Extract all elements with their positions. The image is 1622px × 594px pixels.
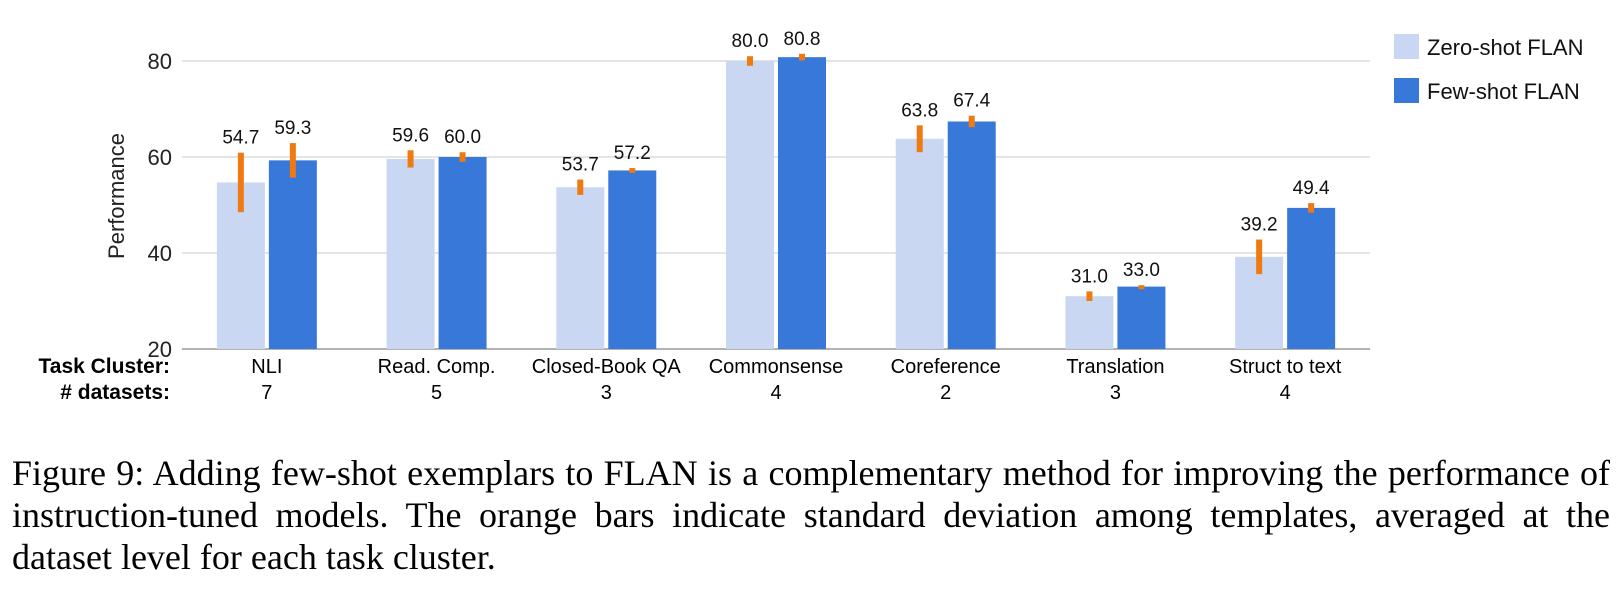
value-label: 54.7 [222,128,259,149]
error-bar [1256,239,1263,275]
few-shot-bar [1287,207,1336,349]
category-label: Read. Comp. [378,356,496,378]
few-shot-bar [608,170,657,349]
legend-label: Zero-shot FLAN [1427,35,1584,60]
zero-shot-bar [895,138,944,349]
error-bar [916,125,923,153]
value-label: 31.0 [1071,266,1108,287]
figure-caption: Figure 9: Adding few-shot exemplars to F… [12,453,1610,577]
zero-shot-bar [556,187,605,349]
category-label: Commonsense [709,356,844,378]
error-bar [577,179,584,195]
error-bar [1138,285,1145,290]
legend-swatch [1394,34,1419,59]
value-label: 59.6 [392,125,429,146]
bar-chart: 20 40 60 80 Performance 54.7 59.3 59.6 60.0 53.… [39,29,1584,404]
error-bar [459,152,466,162]
value-labels: 54.7 59.3 59.6 60.0 53.7 57.2 80.0 80.8 63.8 67.4… [222,29,1330,288]
zero-shot-bar [1065,296,1114,349]
error-bar [968,115,975,128]
value-label: 60.0 [444,127,481,148]
error-bar [289,143,296,178]
zero-shot-bar [726,61,774,349]
category-label: NLI [251,356,282,378]
dataset-count-label: 3 [601,382,612,404]
dataset-count-label: 2 [940,382,951,404]
task-cluster-row-label: Task Cluster: [39,355,171,378]
value-label: 80.0 [732,31,769,52]
error-bars [237,53,1315,301]
value-label: 49.4 [1293,178,1330,199]
dataset-count-label: 5 [431,382,442,404]
error-bar [237,152,244,213]
few-shot-bar [438,157,487,349]
y-tick-label: 20 [148,337,172,362]
dataset-count-label: 4 [1280,382,1291,404]
category-label: Translation [1066,356,1164,378]
bars [216,57,1336,349]
legend-swatch [1394,78,1419,103]
category-label: Closed-Book QA [532,356,682,378]
x-axis-labels: NLI 7 Read. Comp. 5 Closed-Book QA 3 Commonsen… [251,356,1341,404]
y-tick-label: 80 [148,49,172,74]
zero-shot-bar [386,158,435,349]
few-shot-bar [268,160,317,349]
value-label: 80.8 [784,29,821,50]
error-bar [1308,203,1315,213]
y-axis-ticks: 20 40 60 80 [148,49,172,362]
category-label: Coreference [891,356,1001,378]
error-bar [629,168,636,173]
value-label: 57.2 [614,143,651,164]
legend-label: Few-shot FLAN [1427,79,1580,104]
y-tick-label: 60 [148,145,172,170]
y-axis-label: Performance [104,133,129,259]
value-label: 59.3 [274,118,311,139]
few-shot-bar [1117,286,1166,349]
value-label: 33.0 [1123,260,1160,281]
category-label: Struct to text [1229,356,1342,378]
dataset-count-label: 4 [770,382,781,404]
error-bar [747,56,753,66]
value-label: 53.7 [562,155,599,176]
y-tick-label: 40 [148,241,172,266]
few-shot-bar [778,57,826,349]
error-bar [407,150,414,168]
value-label: 67.4 [953,91,990,112]
value-label: 39.2 [1241,215,1278,236]
legend: Zero-shot FLAN Few-shot FLAN [1394,34,1584,104]
error-bar [1086,291,1093,301]
few-shot-bar [947,121,996,349]
grid-lines [182,60,1370,350]
value-label: 63.8 [901,100,938,121]
dataset-count-label: 3 [1110,382,1121,404]
datasets-row-label: # datasets: [60,381,170,404]
error-bar [799,53,805,61]
dataset-count-label: 7 [261,382,272,404]
